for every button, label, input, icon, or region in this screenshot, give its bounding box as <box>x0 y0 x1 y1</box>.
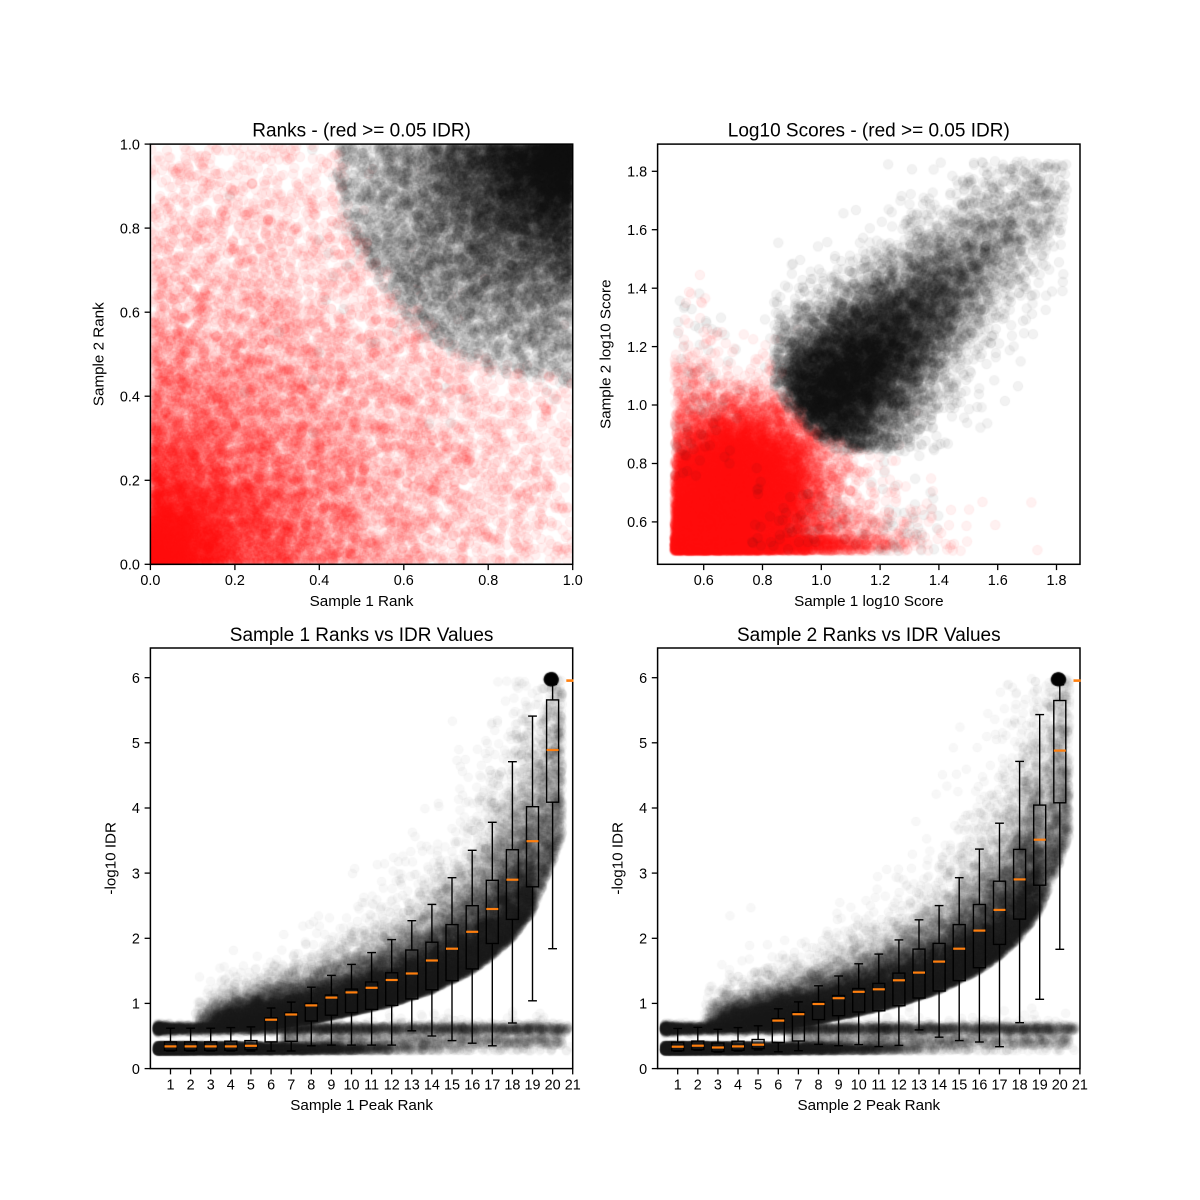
svg-text:11: 11 <box>364 1077 379 1093</box>
svg-text:5: 5 <box>639 736 647 752</box>
svg-text:6: 6 <box>774 1077 782 1093</box>
svg-text:Log10 Scores - (red >= 0.05 ID: Log10 Scores - (red >= 0.05 IDR) <box>728 121 1010 142</box>
svg-text:16: 16 <box>971 1077 987 1093</box>
svg-text:-log10 IDR: -log10 IDR <box>103 822 120 895</box>
svg-text:4: 4 <box>227 1077 235 1093</box>
svg-text:9: 9 <box>835 1077 843 1093</box>
svg-text:14: 14 <box>424 1077 440 1093</box>
svg-text:Sample 1 Ranks vs IDR Values: Sample 1 Ranks vs IDR Values <box>230 625 494 646</box>
svg-text:7: 7 <box>287 1077 295 1093</box>
svg-text:21: 21 <box>1072 1077 1088 1093</box>
svg-text:1: 1 <box>674 1077 682 1093</box>
svg-text:8: 8 <box>814 1077 822 1093</box>
svg-text:1.8: 1.8 <box>1046 573 1066 589</box>
svg-text:1.0: 1.0 <box>120 137 140 153</box>
svg-text:15: 15 <box>951 1077 967 1093</box>
svg-text:6: 6 <box>639 671 647 687</box>
svg-text:0.0: 0.0 <box>140 573 160 589</box>
svg-text:Sample 2 log10 Score: Sample 2 log10 Score <box>598 279 615 428</box>
svg-text:0.6: 0.6 <box>394 573 414 589</box>
svg-text:13: 13 <box>404 1077 420 1093</box>
svg-text:2: 2 <box>639 932 647 948</box>
svg-text:21: 21 <box>565 1077 581 1093</box>
svg-text:1: 1 <box>639 997 647 1013</box>
svg-text:12: 12 <box>384 1077 400 1093</box>
svg-text:0.0: 0.0 <box>120 558 140 574</box>
svg-text:0.8: 0.8 <box>120 221 140 237</box>
svg-text:2: 2 <box>187 1077 195 1093</box>
svg-text:7: 7 <box>794 1077 802 1093</box>
svg-text:0.6: 0.6 <box>694 573 714 589</box>
svg-text:0.4: 0.4 <box>120 389 140 405</box>
svg-text:5: 5 <box>132 736 140 752</box>
svg-text:13: 13 <box>911 1077 927 1093</box>
svg-text:2: 2 <box>694 1077 702 1093</box>
svg-text:4: 4 <box>734 1077 742 1093</box>
svg-text:20: 20 <box>545 1077 561 1093</box>
svg-text:Sample 2 Peak Rank: Sample 2 Peak Rank <box>797 1097 940 1114</box>
svg-text:15: 15 <box>444 1077 460 1093</box>
svg-text:5: 5 <box>247 1077 255 1093</box>
svg-text:1.6: 1.6 <box>988 573 1008 589</box>
svg-text:1: 1 <box>166 1077 174 1093</box>
svg-text:0.6: 0.6 <box>120 305 140 321</box>
svg-text:4: 4 <box>639 801 647 817</box>
svg-text:17: 17 <box>484 1077 500 1093</box>
svg-text:0.8: 0.8 <box>478 573 498 589</box>
svg-text:0.2: 0.2 <box>225 573 245 589</box>
svg-text:2: 2 <box>132 932 140 948</box>
svg-text:0.8: 0.8 <box>627 457 647 473</box>
svg-text:19: 19 <box>524 1077 540 1093</box>
svg-text:1.4: 1.4 <box>627 281 647 297</box>
svg-text:4: 4 <box>132 801 140 817</box>
svg-text:Sample 2 Rank: Sample 2 Rank <box>91 302 108 406</box>
svg-text:10: 10 <box>343 1077 359 1093</box>
svg-text:0.4: 0.4 <box>309 573 329 589</box>
svg-text:Sample 1 Rank: Sample 1 Rank <box>310 593 414 610</box>
svg-text:1.0: 1.0 <box>811 573 831 589</box>
svg-text:-log10 IDR: -log10 IDR <box>610 822 627 895</box>
svg-text:3: 3 <box>207 1077 215 1093</box>
svg-text:1.6: 1.6 <box>627 223 647 239</box>
svg-text:3: 3 <box>132 866 140 882</box>
svg-text:10: 10 <box>851 1077 867 1093</box>
svg-text:3: 3 <box>714 1077 722 1093</box>
svg-text:Ranks - (red >= 0.05 IDR): Ranks - (red >= 0.05 IDR) <box>252 121 471 142</box>
svg-text:Sample 1 log10 Score: Sample 1 log10 Score <box>794 593 943 610</box>
svg-text:1.2: 1.2 <box>870 573 890 589</box>
svg-text:6: 6 <box>267 1077 275 1093</box>
svg-text:18: 18 <box>504 1077 520 1093</box>
svg-text:6: 6 <box>132 671 140 687</box>
svg-text:18: 18 <box>1012 1077 1028 1093</box>
svg-text:Sample 2 Ranks vs IDR Values: Sample 2 Ranks vs IDR Values <box>737 625 1001 646</box>
svg-text:9: 9 <box>327 1077 335 1093</box>
svg-text:0.2: 0.2 <box>120 474 140 490</box>
svg-text:0: 0 <box>132 1062 140 1078</box>
svg-text:0.8: 0.8 <box>752 573 772 589</box>
svg-text:1.0: 1.0 <box>627 398 647 414</box>
svg-text:11: 11 <box>871 1077 886 1093</box>
svg-text:Sample 1 Peak Rank: Sample 1 Peak Rank <box>290 1097 433 1114</box>
svg-text:0: 0 <box>639 1062 647 1078</box>
svg-text:12: 12 <box>891 1077 907 1093</box>
svg-text:17: 17 <box>991 1077 1007 1093</box>
svg-text:19: 19 <box>1032 1077 1048 1093</box>
svg-text:1: 1 <box>132 997 140 1013</box>
svg-text:1.8: 1.8 <box>627 165 647 181</box>
svg-text:1.4: 1.4 <box>929 573 949 589</box>
svg-text:3: 3 <box>639 866 647 882</box>
svg-text:1.0: 1.0 <box>563 573 583 589</box>
svg-text:0.6: 0.6 <box>627 515 647 531</box>
svg-text:16: 16 <box>464 1077 480 1093</box>
svg-text:8: 8 <box>307 1077 315 1093</box>
svg-text:1.2: 1.2 <box>627 340 647 356</box>
svg-text:14: 14 <box>931 1077 947 1093</box>
svg-text:20: 20 <box>1052 1077 1068 1093</box>
svg-text:5: 5 <box>754 1077 762 1093</box>
